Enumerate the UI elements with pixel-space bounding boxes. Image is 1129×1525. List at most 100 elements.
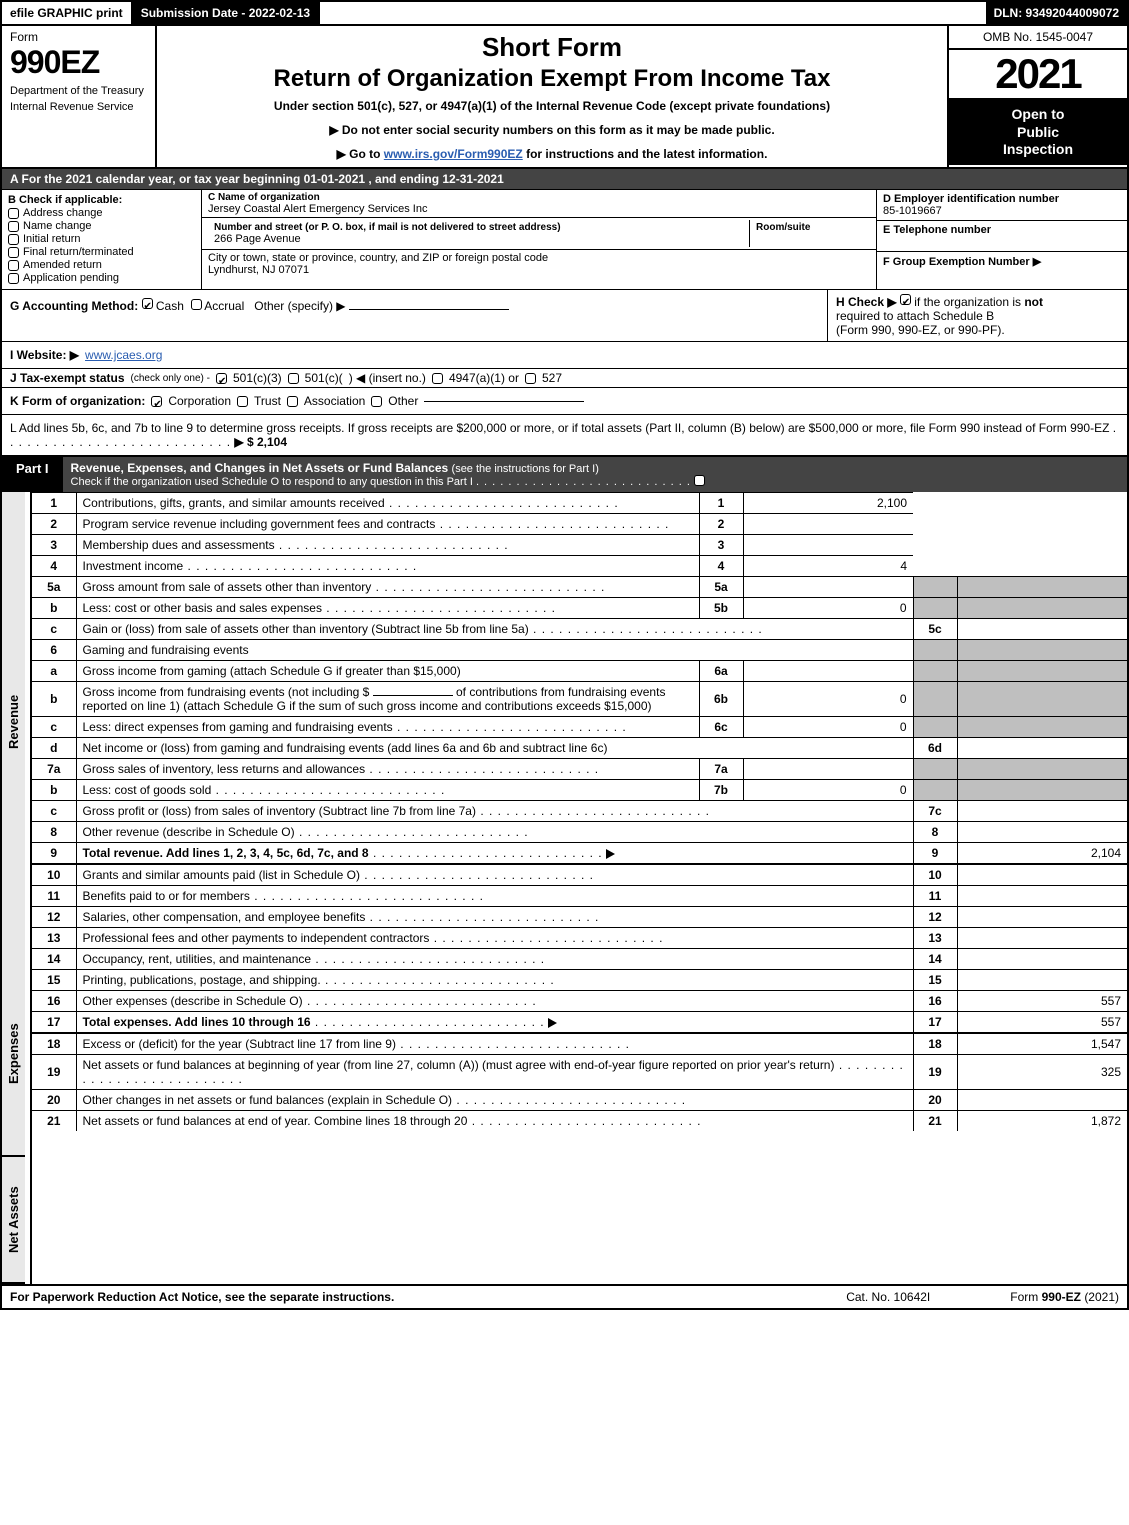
line-5c-desc: Gain or (loss) from sale of assets other… xyxy=(83,622,529,636)
line-4-num: 4 xyxy=(32,556,76,577)
D-block: D Employer identification number 85-1019… xyxy=(877,190,1127,221)
short-form-title: Short Form xyxy=(167,32,937,63)
accrual-label: Accrual xyxy=(204,299,244,313)
line-18-num: 18 xyxy=(32,1033,76,1055)
dots-icon xyxy=(365,762,599,776)
checkbox-icon[interactable] xyxy=(8,247,19,258)
dots-icon xyxy=(211,783,445,797)
topbar-spacer xyxy=(320,2,985,24)
checkbox-icon[interactable] xyxy=(8,234,19,245)
return-title: Return of Organization Exempt From Incom… xyxy=(167,65,937,93)
line-6c-num: c xyxy=(32,717,76,738)
shade-cell xyxy=(913,780,957,801)
chk-name-change[interactable]: Name change xyxy=(8,220,195,232)
line-1-num: 1 xyxy=(32,493,76,514)
part-I-title-text: Revenue, Expenses, and Changes in Net As… xyxy=(71,461,449,475)
chk-address-change[interactable]: Address change xyxy=(8,207,195,219)
chk-other-icon[interactable] xyxy=(371,396,382,407)
chk-trust-icon[interactable] xyxy=(237,396,248,407)
chk-assoc-icon[interactable] xyxy=(287,396,298,407)
chk-501c3-icon[interactable] xyxy=(216,373,227,384)
chk-application-pending-label: Application pending xyxy=(23,272,119,284)
efile-print-label[interactable]: efile GRAPHIC print xyxy=(2,2,133,24)
check-cash-icon[interactable] xyxy=(142,298,153,309)
chk-application-pending[interactable]: Application pending xyxy=(8,272,195,284)
line-5c-box: 5c xyxy=(913,619,957,640)
line-20-num: 20 xyxy=(32,1090,76,1111)
shade-cell xyxy=(913,640,957,661)
city-value: Lyndhurst, NJ 07071 xyxy=(208,264,870,276)
line-19: 19Net assets or fund balances at beginni… xyxy=(32,1055,1127,1090)
chk-527-icon[interactable] xyxy=(525,373,536,384)
other-specify-line[interactable] xyxy=(349,309,509,310)
checkbox-icon[interactable] xyxy=(8,208,19,219)
line-1-val: 2,100 xyxy=(743,493,913,514)
dept-irs: Internal Revenue Service xyxy=(10,101,147,113)
line-6b-blank[interactable] xyxy=(373,695,453,696)
footer-left: For Paperwork Reduction Act Notice, see … xyxy=(10,1290,846,1304)
chk-501c-icon[interactable] xyxy=(288,373,299,384)
dots-icon xyxy=(311,952,545,966)
dots-icon xyxy=(435,517,669,531)
top-bar: efile GRAPHIC print Submission Date - 20… xyxy=(2,2,1127,24)
line-6a-desc: Gross income from gaming (attach Schedul… xyxy=(83,664,461,678)
line-11: 11Benefits paid to or for members11 xyxy=(32,886,1127,907)
shade-cell xyxy=(957,577,1127,598)
line-5a: 5aGross amount from sale of assets other… xyxy=(32,577,1127,598)
checkbox-icon[interactable] xyxy=(8,273,19,284)
check-accrual-icon[interactable] xyxy=(191,299,202,310)
chk-4947-icon[interactable] xyxy=(432,373,443,384)
line-1-box: 1 xyxy=(699,493,743,514)
line-6-desc: Gaming and fundraising events xyxy=(83,643,249,657)
line-14: 14Occupancy, rent, utilities, and mainte… xyxy=(32,949,1127,970)
line-19-val: 325 xyxy=(957,1055,1127,1090)
H-checkbox-icon[interactable] xyxy=(900,294,911,305)
chk-address-change-label: Address change xyxy=(23,207,103,219)
line-7b: bLess: cost of goods sold7b0 xyxy=(32,780,1127,801)
dln-label: DLN: 93492044009072 xyxy=(986,2,1127,24)
line-5c-val xyxy=(957,619,1127,640)
line-14-num: 14 xyxy=(32,949,76,970)
goto-pre: ▶ Go to xyxy=(337,147,384,161)
row-I-website: I Website: ▶ www.jcaes.org xyxy=(2,341,1127,368)
line-16-num: 16 xyxy=(32,991,76,1012)
F-label: F Group Exemption Number ▶ xyxy=(883,256,1041,268)
irs-link[interactable]: www.irs.gov/Form990EZ xyxy=(384,147,523,161)
opt-501c3: 501(c)(3) xyxy=(233,371,282,385)
chk-initial-return-label: Initial return xyxy=(23,233,80,245)
shade-cell xyxy=(957,661,1127,682)
line-17-desc: Total expenses. Add lines 10 through 16 xyxy=(83,1015,311,1029)
schedule-O-checkbox-icon[interactable] xyxy=(694,475,705,486)
E-block: E Telephone number xyxy=(877,221,1127,252)
line-7a-mval xyxy=(743,759,913,780)
dots-icon xyxy=(275,538,509,552)
line-7c-desc: Gross profit or (loss) from sales of inv… xyxy=(83,804,476,818)
line-5a-desc: Gross amount from sale of assets other t… xyxy=(83,580,372,594)
chk-final-return[interactable]: Final return/terminated xyxy=(8,246,195,258)
chk-amended-return[interactable]: Amended return xyxy=(8,259,195,271)
open-line1: Open to xyxy=(953,106,1123,124)
line-7c-num: c xyxy=(32,801,76,822)
dots-icon xyxy=(295,825,529,839)
line-19-desc: Net assets or fund balances at beginning… xyxy=(83,1058,835,1072)
checkbox-icon[interactable] xyxy=(8,221,19,232)
dots-icon xyxy=(322,601,556,615)
line-4-desc: Investment income xyxy=(83,559,184,573)
dots-icon xyxy=(321,973,555,987)
line-5a-mval xyxy=(743,577,913,598)
k-other-line[interactable] xyxy=(424,401,584,402)
line-6d: dNet income or (loss) from gaming and fu… xyxy=(32,738,1127,759)
line-14-box: 14 xyxy=(913,949,957,970)
line-7a: 7aGross sales of inventory, less returns… xyxy=(32,759,1127,780)
chk-corp-icon[interactable] xyxy=(151,396,162,407)
chk-initial-return[interactable]: Initial return xyxy=(8,233,195,245)
line-6a-mval xyxy=(743,661,913,682)
H-line3: (Form 990, 990-EZ, or 990-PF). xyxy=(836,323,1005,337)
line-16-val: 557 xyxy=(957,991,1127,1012)
website-link[interactable]: www.jcaes.org xyxy=(85,348,162,362)
line-17-val: 557 xyxy=(957,1012,1127,1034)
line-9-num: 9 xyxy=(32,843,76,865)
line-6a-num: a xyxy=(32,661,76,682)
dots-icon xyxy=(452,1093,686,1107)
checkbox-icon[interactable] xyxy=(8,260,19,271)
